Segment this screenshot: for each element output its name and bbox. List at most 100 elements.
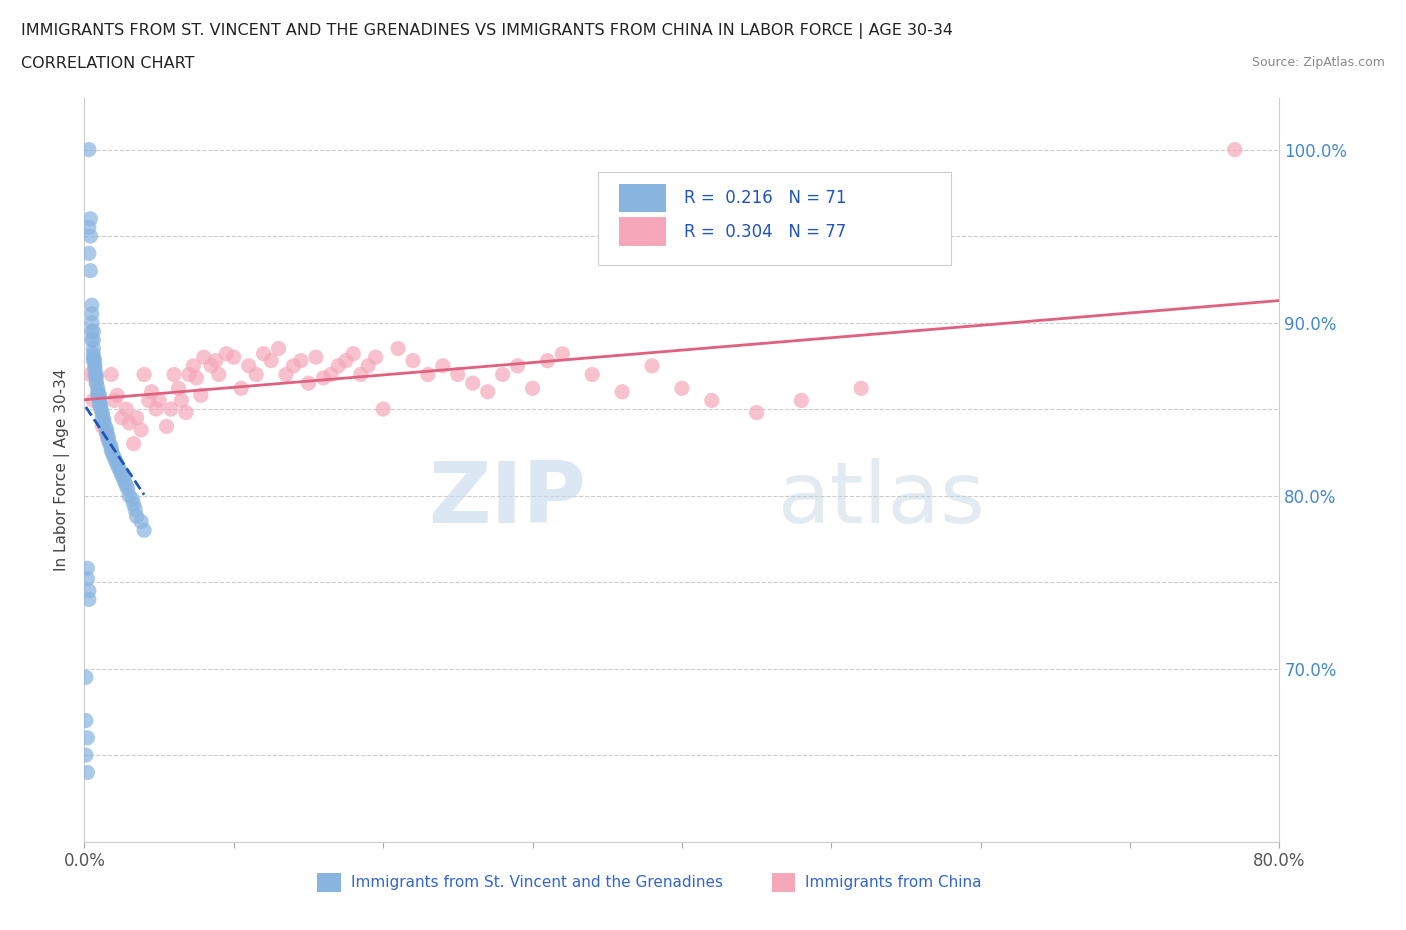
Point — [205, 353, 228, 368]
Point — [75, 670, 97, 684]
Point — [76, 561, 98, 576]
Point — [297, 376, 319, 391]
Point — [141, 384, 163, 399]
Point — [335, 353, 357, 368]
Point — [745, 405, 768, 420]
Point — [121, 492, 143, 507]
Point — [536, 353, 558, 368]
Point — [89, 393, 111, 408]
Point — [387, 341, 409, 356]
Point — [75, 748, 97, 763]
Point — [111, 468, 134, 483]
Point — [148, 393, 170, 408]
Point — [328, 358, 350, 373]
Point — [790, 393, 813, 408]
Point — [238, 358, 260, 373]
Point — [87, 381, 110, 396]
Point — [83, 362, 105, 377]
Point — [82, 324, 104, 339]
Point — [357, 358, 380, 373]
Bar — [318, 873, 342, 892]
Point — [163, 367, 186, 382]
Point — [97, 430, 120, 445]
Point — [290, 353, 312, 368]
Point — [222, 350, 245, 365]
Point — [82, 393, 104, 408]
FancyBboxPatch shape — [599, 172, 950, 265]
Point — [114, 474, 136, 489]
Point — [160, 402, 183, 417]
Point — [79, 367, 101, 382]
Bar — [619, 184, 666, 212]
Point — [373, 402, 395, 417]
Point — [97, 432, 120, 447]
Point — [1223, 142, 1246, 157]
Bar — [772, 873, 796, 892]
Point — [551, 346, 574, 361]
Point — [115, 402, 138, 417]
Point — [82, 350, 104, 365]
Point — [101, 446, 124, 461]
Text: IMMIGRANTS FROM ST. VINCENT AND THE GRENADINES VS IMMIGRANTS FROM CHINA IN LABOR: IMMIGRANTS FROM ST. VINCENT AND THE GREN… — [21, 23, 953, 39]
Point — [100, 444, 122, 458]
Point — [86, 367, 108, 382]
Point — [122, 497, 145, 512]
Point — [110, 464, 132, 479]
Point — [89, 396, 111, 411]
Point — [90, 398, 112, 413]
Point — [103, 393, 125, 408]
Point — [77, 583, 100, 598]
Point — [79, 229, 101, 244]
Point — [115, 478, 138, 493]
Point — [98, 436, 121, 451]
Point — [312, 370, 335, 385]
Point — [416, 367, 439, 382]
Point — [612, 384, 634, 399]
Point — [94, 418, 117, 433]
Point — [83, 367, 105, 382]
Point — [477, 384, 499, 399]
Point — [267, 341, 290, 356]
Point — [90, 402, 112, 417]
Point — [432, 358, 454, 373]
Point — [129, 514, 152, 529]
Point — [283, 358, 305, 373]
Point — [124, 502, 146, 517]
Point — [77, 142, 100, 157]
Point — [506, 358, 529, 373]
Point — [82, 346, 104, 361]
Y-axis label: In Labor Force | Age 30-34: In Labor Force | Age 30-34 — [55, 368, 70, 571]
Point — [91, 405, 114, 420]
Point — [79, 263, 101, 278]
Bar — [619, 218, 666, 246]
Point — [100, 440, 122, 455]
Point — [77, 220, 100, 235]
Point — [87, 384, 110, 399]
Point — [76, 571, 98, 586]
Point — [107, 460, 129, 475]
Point — [111, 410, 134, 425]
Point — [80, 298, 103, 312]
Point — [581, 367, 603, 382]
Point — [112, 471, 135, 485]
Point — [86, 376, 108, 391]
Point — [145, 402, 167, 417]
Point — [177, 367, 200, 382]
Point — [82, 341, 104, 356]
Point — [641, 358, 664, 373]
Point — [105, 457, 128, 472]
Point — [80, 307, 103, 322]
Point — [190, 388, 212, 403]
Text: R =  0.216   N = 71: R = 0.216 N = 71 — [685, 189, 846, 207]
Point — [75, 713, 97, 728]
Text: Source: ZipAtlas.com: Source: ZipAtlas.com — [1251, 56, 1385, 69]
Point — [125, 410, 148, 425]
Point — [215, 346, 238, 361]
Point — [80, 332, 103, 347]
Point — [96, 422, 118, 437]
Point — [402, 353, 425, 368]
Point — [245, 367, 267, 382]
Point — [522, 381, 544, 396]
Point — [260, 353, 283, 368]
Point — [117, 481, 139, 496]
